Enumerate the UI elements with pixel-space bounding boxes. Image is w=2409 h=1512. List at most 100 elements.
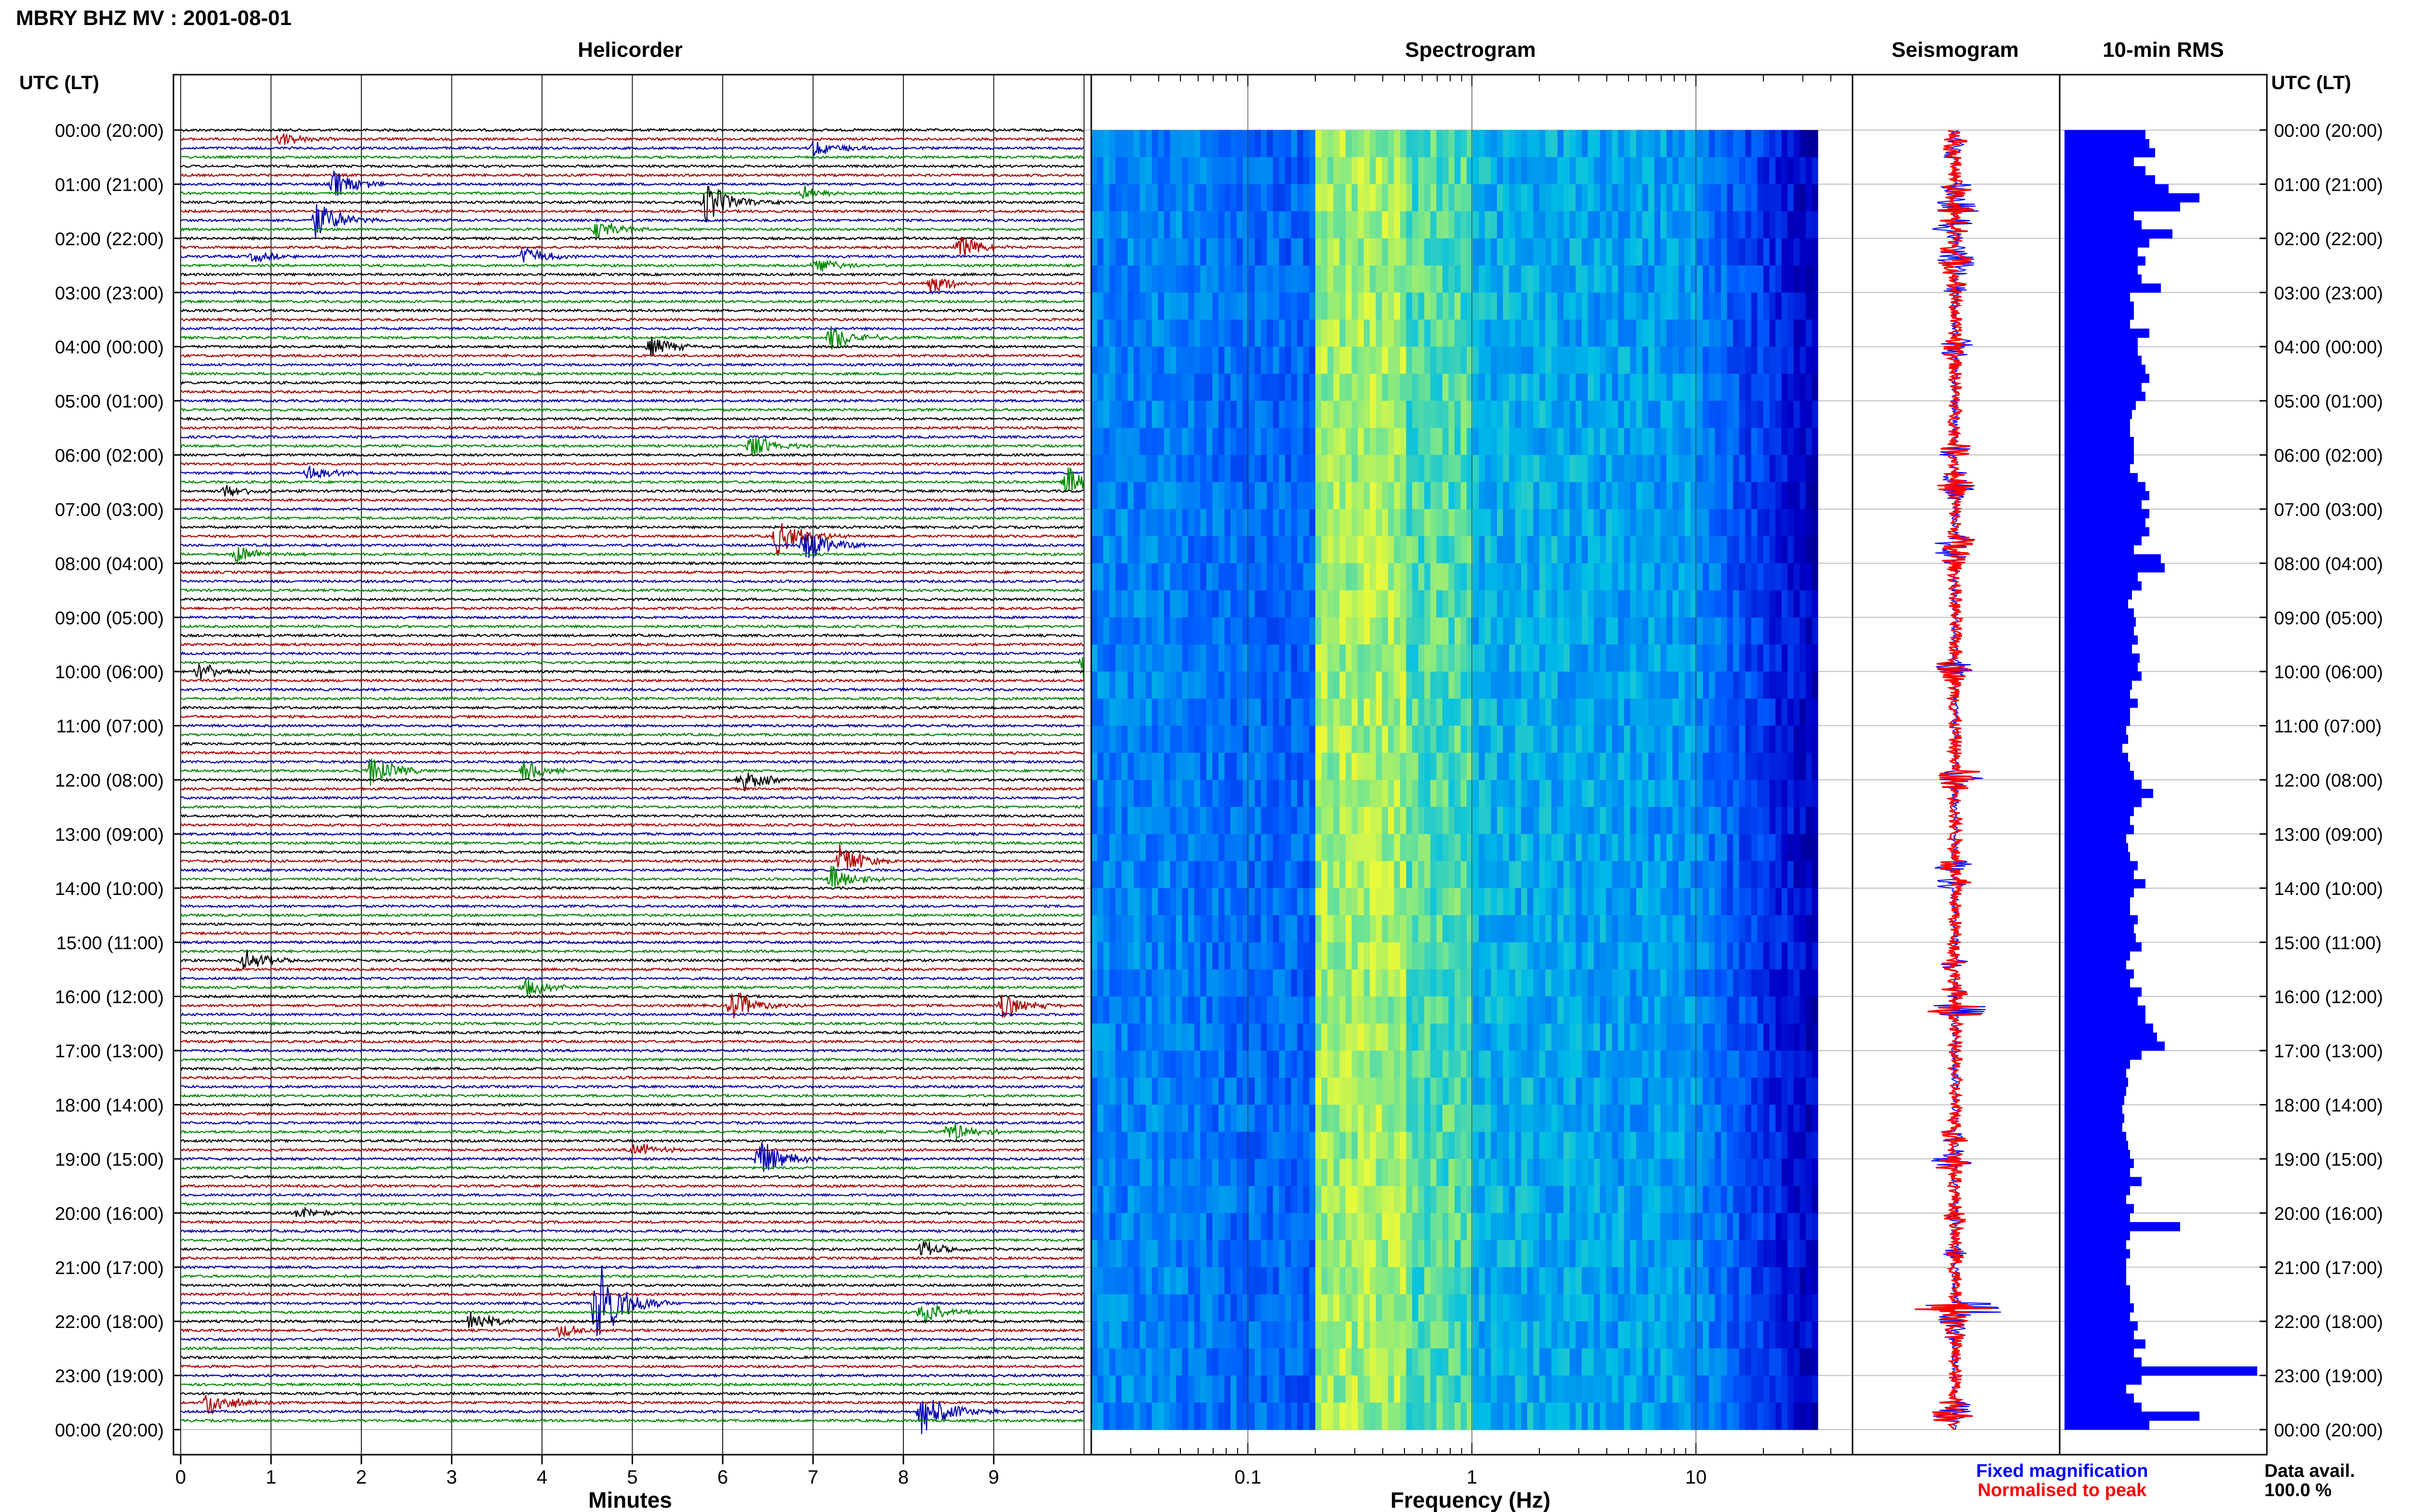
spectrogram-cell	[1660, 915, 1667, 943]
spectrogram-cell	[1503, 211, 1509, 239]
spectrogram-cell	[1575, 373, 1582, 401]
spectrogram-cell	[1139, 482, 1146, 510]
spectrogram-cell	[1260, 644, 1268, 672]
spectrogram-cell	[1781, 725, 1788, 753]
spectrogram-cell	[1103, 509, 1110, 537]
spectrogram-cell	[1231, 1158, 1237, 1186]
spectrogram-cell	[1115, 319, 1122, 347]
spectrogram-cell	[1376, 509, 1382, 537]
spectrogram-cell	[1091, 671, 1098, 699]
spectrogram-cell	[1170, 455, 1177, 483]
spectrogram-cell	[1200, 725, 1207, 753]
spectrogram-cell	[1170, 373, 1177, 401]
spectrogram-cell	[1279, 428, 1285, 456]
spectrogram-cell	[1612, 211, 1618, 239]
spectrogram-cell	[1497, 1023, 1504, 1051]
spectrogram-cell	[1539, 780, 1546, 807]
spectrogram-cell	[1430, 725, 1437, 753]
spectrogram-cell	[1442, 942, 1449, 970]
spectrogram-cell	[1557, 373, 1564, 401]
spectrogram-cell	[1727, 292, 1734, 320]
spectrogram-cell	[1606, 373, 1613, 401]
spectrogram-cell	[1200, 1158, 1207, 1186]
spectrogram-cell	[1527, 671, 1534, 699]
spectrogram-cell	[1563, 265, 1570, 293]
spectrogram-cell	[1708, 861, 1715, 889]
spectrogram-cell	[1357, 130, 1364, 158]
spectrogram-cell	[1515, 834, 1522, 862]
spectrogram-cell	[1121, 1104, 1128, 1132]
spectrogram-cell	[1212, 346, 1219, 374]
spectrogram-cell	[1739, 671, 1746, 699]
spectrogram-cell	[1127, 455, 1134, 483]
spectrogram-cell	[1612, 888, 1618, 916]
spectrogram-cell	[1412, 211, 1419, 239]
spectrogram-cell	[1757, 942, 1764, 970]
spectrogram-cell	[1285, 915, 1292, 943]
spectrogram-cell	[1357, 346, 1364, 374]
spectrogram-cell	[1382, 752, 1389, 780]
spectrogram-cell	[1255, 536, 1261, 564]
spectrogram-cell	[1800, 509, 1806, 537]
spectrogram-cell	[1569, 346, 1576, 374]
spectrogram-cell	[1170, 265, 1177, 293]
spectrogram-cell	[1309, 1051, 1316, 1078]
spectrogram-cell	[1382, 617, 1389, 645]
spectrogram-cell	[1594, 1078, 1601, 1105]
spectrogram-cell	[1400, 942, 1407, 970]
spectrogram-cell	[1545, 428, 1552, 456]
spectrogram-cell	[1800, 1131, 1806, 1159]
spectrogram-cell	[1733, 644, 1740, 672]
spectrogram-cell	[1188, 509, 1195, 537]
spectrogram-cell	[1557, 509, 1564, 537]
spectrogram-cell	[1557, 590, 1564, 618]
spectrogram-cell	[1139, 536, 1146, 564]
spectrogram-cell	[1533, 671, 1540, 699]
spectrogram-cell	[1303, 265, 1310, 293]
spectrogram-cell	[1388, 698, 1394, 726]
spectrogram-cell	[1139, 319, 1146, 347]
spectrogram-cell	[1448, 536, 1455, 564]
spectrogram-cell	[1400, 698, 1407, 726]
spectrogram-cell	[1327, 942, 1334, 970]
spectrogram-cell	[1357, 265, 1364, 293]
spectrogram-cell	[1442, 590, 1449, 618]
spectrogram-cell	[1267, 1051, 1273, 1078]
spectrogram-cell	[1636, 861, 1643, 889]
spectrogram-cell	[1327, 752, 1334, 780]
spectrogram-cell	[1267, 455, 1273, 483]
spectrogram-cell	[1569, 1051, 1576, 1078]
spectrogram-cell	[1103, 319, 1110, 347]
spectrogram-cell	[1648, 617, 1655, 645]
spectrogram-cell	[1636, 373, 1643, 401]
spectrogram-cell	[1333, 1051, 1340, 1078]
spectrogram-cell	[1206, 1078, 1213, 1105]
spectrogram-cell	[1678, 888, 1685, 916]
spectrogram-cell	[1715, 1023, 1721, 1051]
spectrogram-cell	[1472, 725, 1479, 753]
spectrogram-cell	[1158, 211, 1165, 239]
spectrogram-cell	[1721, 725, 1728, 753]
spectrogram-cell	[1273, 1051, 1280, 1078]
spectrogram-cell	[1654, 861, 1661, 889]
spectrogram-cell	[1678, 455, 1685, 483]
spectrogram-cell	[1630, 184, 1637, 212]
spectrogram-cell	[1345, 1104, 1352, 1132]
spectrogram-cell	[1515, 319, 1522, 347]
spectrogram-cell	[1121, 698, 1128, 726]
spectrogram-cell	[1800, 401, 1806, 428]
spectrogram-cell	[1715, 157, 1721, 184]
spectrogram-cell	[1751, 1158, 1758, 1186]
spectrogram-cell	[1279, 211, 1285, 239]
spectrogram-cell	[1455, 590, 1461, 618]
spectrogram-cell	[1152, 1186, 1158, 1213]
spectrogram-cell	[1200, 969, 1207, 997]
spectrogram-cell	[1357, 725, 1364, 753]
spectrogram-cell	[1339, 1131, 1346, 1159]
spectrogram-cell	[1563, 996, 1570, 1024]
spectrogram-cell	[1363, 319, 1370, 347]
spectrogram-cell	[1363, 1051, 1370, 1078]
spectrogram-cell	[1339, 130, 1346, 158]
time-tick-label-right: 05:00 (01:00)	[2274, 392, 2383, 412]
spectrogram-cell	[1170, 725, 1177, 753]
